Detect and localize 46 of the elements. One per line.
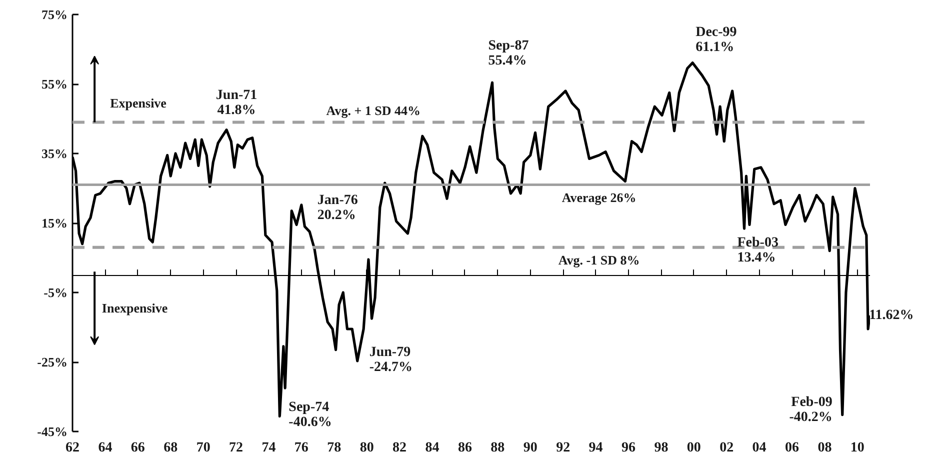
annotation: 11.62% bbox=[869, 308, 914, 323]
annotation: Jan-76 20.2% bbox=[317, 192, 358, 223]
annotation: Expensive bbox=[110, 96, 167, 111]
x-tick-label: 90 bbox=[523, 440, 538, 454]
x-tick-label: 04 bbox=[752, 440, 766, 454]
y-tick-label: 75% bbox=[42, 7, 68, 22]
annotation: Feb-03 13.4% bbox=[737, 236, 778, 266]
x-tick-label: 68 bbox=[164, 440, 178, 454]
annotation: Inexpensive bbox=[102, 300, 168, 316]
annotation: Jun-79 -24.7% bbox=[369, 344, 413, 375]
x-tick-label: 98 bbox=[654, 440, 668, 454]
x-tick-label: 84 bbox=[425, 440, 440, 454]
x-tick-label: 82 bbox=[392, 440, 407, 454]
x-tick-label: 70 bbox=[196, 440, 210, 454]
y-tick-label: 35% bbox=[42, 146, 68, 161]
x-tick-label: 88 bbox=[490, 440, 505, 454]
x-tick-label: 76 bbox=[294, 440, 308, 454]
ref-line-label: Average 26% bbox=[562, 190, 636, 205]
annotation: Sep-87 55.4% bbox=[488, 38, 529, 69]
x-tick-label: 66 bbox=[130, 440, 145, 454]
ref-line-label: Avg. -1 SD 8% bbox=[558, 252, 640, 268]
annotation: Dec-99 61.1% bbox=[696, 24, 737, 55]
ref-line-label: Avg. + 1 SD 44% bbox=[326, 103, 421, 118]
x-tick-label: 92 bbox=[556, 440, 570, 454]
x-tick-label: 08 bbox=[818, 440, 832, 454]
x-tick-label: 00 bbox=[686, 440, 701, 454]
x-tick-label: 94 bbox=[588, 440, 603, 454]
annotation: Jun-71 41.8% bbox=[216, 88, 258, 118]
y-tick-label: 55% bbox=[42, 76, 68, 92]
annotation: Feb-09 -40.2% bbox=[789, 394, 832, 425]
y-tick-label: -5% bbox=[44, 285, 68, 300]
x-tick-label: 86 bbox=[458, 440, 472, 454]
x-tick-label: 96 bbox=[621, 440, 636, 454]
x-tick-label: 74 bbox=[262, 440, 276, 454]
x-tick-label: 62 bbox=[66, 440, 80, 454]
x-tick-label: 78 bbox=[327, 440, 342, 454]
y-tick-label: 15% bbox=[42, 216, 68, 230]
x-tick-label: 72 bbox=[229, 440, 244, 454]
y-tick-label: -25% bbox=[37, 354, 68, 370]
x-tick-label: 64 bbox=[98, 440, 112, 454]
x-tick-label: 02 bbox=[720, 440, 734, 454]
x-tick-label: 06 bbox=[785, 440, 800, 454]
x-tick-label: 10 bbox=[850, 440, 864, 454]
x-tick-label: 80 bbox=[360, 440, 374, 454]
y-tick-label: -45% bbox=[37, 424, 68, 439]
annotation: Sep-74 -40.6% bbox=[288, 400, 332, 430]
